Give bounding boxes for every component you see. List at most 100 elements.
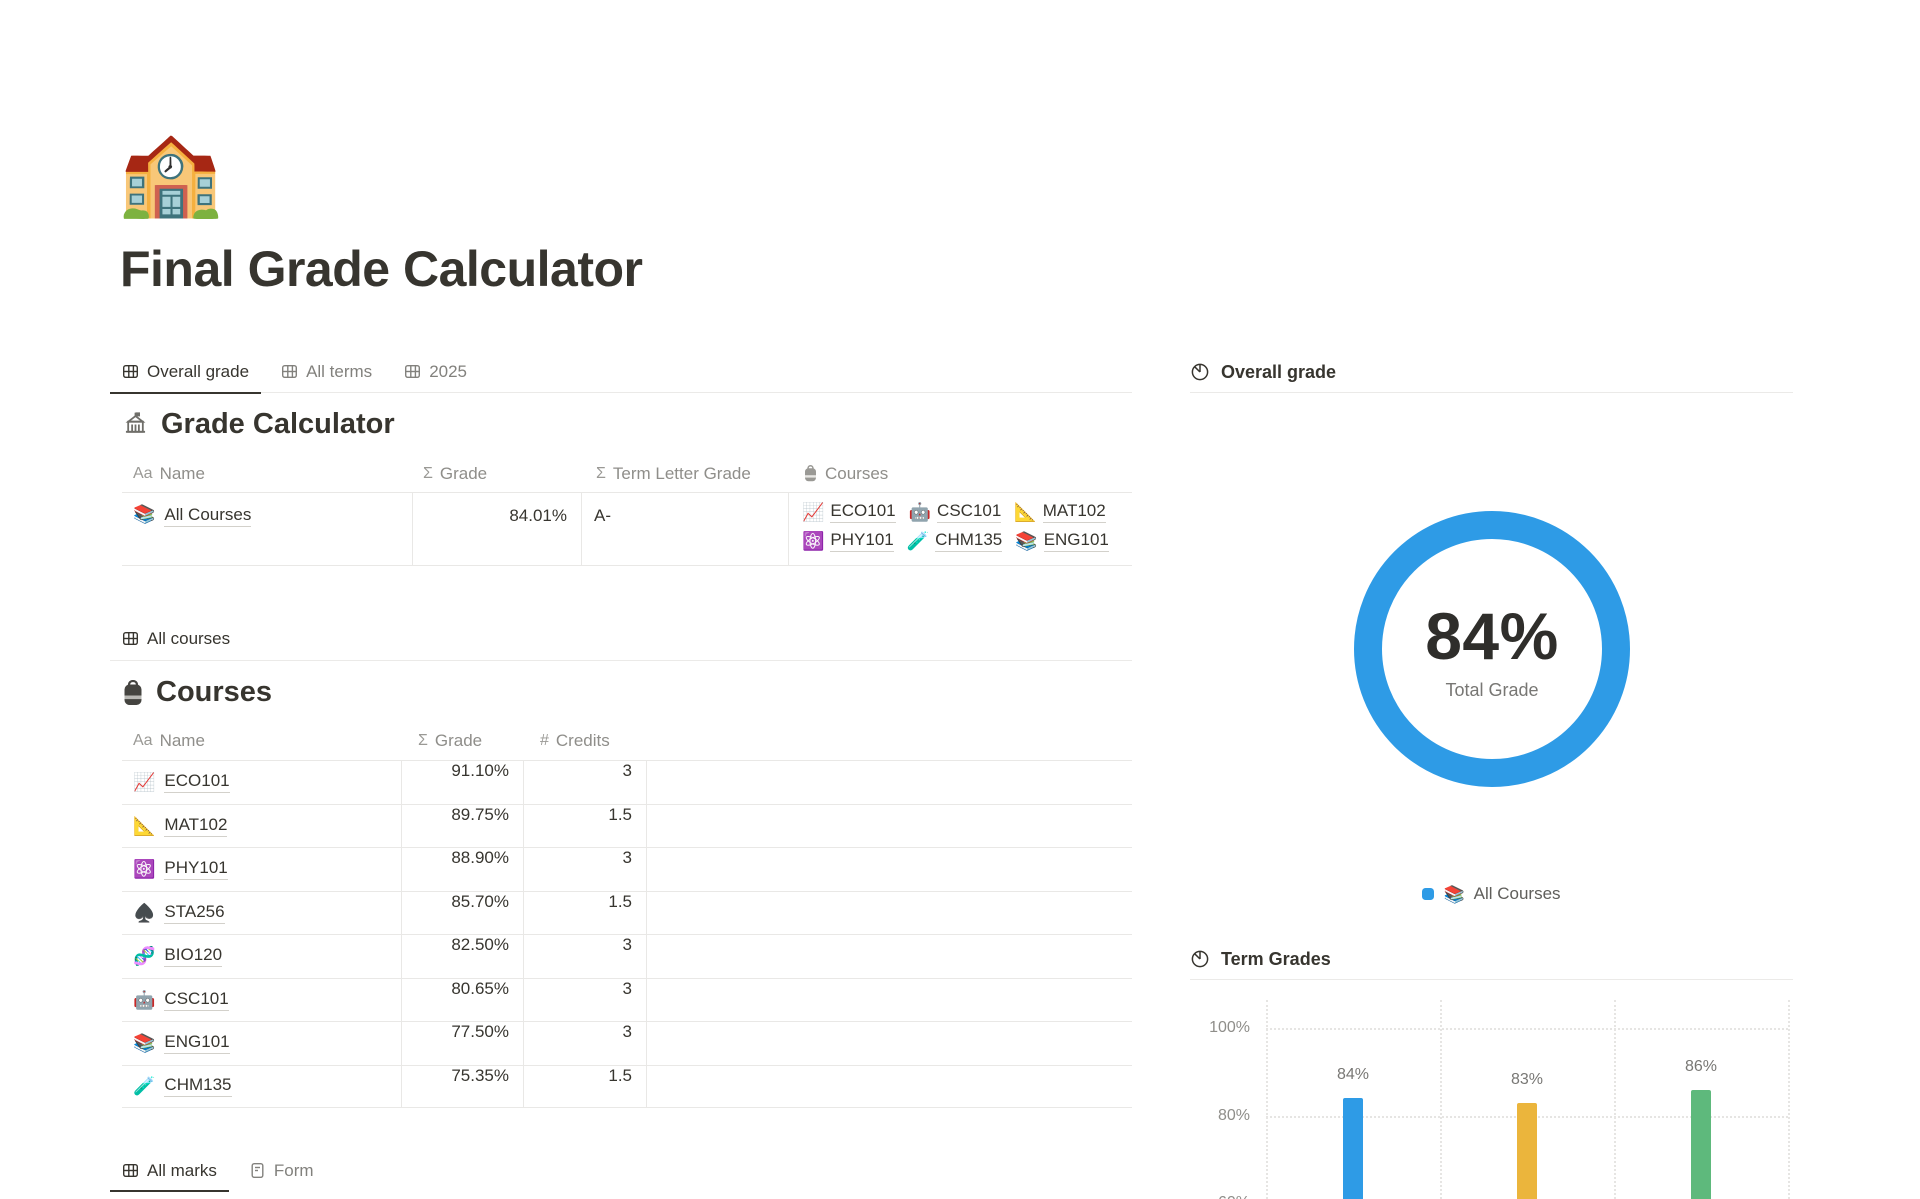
grade-cell[interactable]: 75.35% [402, 1065, 524, 1107]
table-icon [122, 363, 139, 380]
course-chip-mat102[interactable]: 📐 MAT102 [1014, 501, 1106, 523]
empty-cell [647, 1066, 1132, 1108]
grade-cell[interactable]: 77.50% [402, 1022, 524, 1065]
gridline-vertical [1614, 1000, 1616, 1199]
table-icon [122, 1162, 139, 1179]
course-chip-eng101[interactable]: 📚 ENG101 [1015, 530, 1109, 552]
credits-cell[interactable]: 1.5 [524, 891, 647, 934]
name-cell[interactable]: 🧬 BIO120 [122, 935, 402, 978]
grade-cell[interactable]: 89.75% [402, 804, 524, 847]
empty-cell [647, 892, 1132, 935]
term-letter-grade-cell[interactable]: A- [582, 493, 789, 565]
overall-grade-chart-header[interactable]: Overall grade [1190, 352, 1793, 393]
empty-cell [647, 761, 1132, 804]
courses-cell[interactable]: 📈 ECO101 🤖 CSC101 📐 MAT102 ⚛️ PHY101 🧪 CHM135… [789, 493, 1132, 565]
credits-cell[interactable]: 1.5 [524, 804, 647, 847]
chart-title: Overall grade [1221, 361, 1337, 382]
section-title: Grade Calculator [161, 408, 395, 440]
credits-cell[interactable]: 3 [524, 848, 647, 891]
tab-all-marks[interactable]: All marks [110, 1152, 229, 1192]
credits-cell[interactable]: 3 [524, 1022, 647, 1065]
grade-cell[interactable]: 80.65% [402, 978, 524, 1021]
column-header-grade[interactable]: Σ Grade [418, 731, 483, 750]
credits-cell[interactable]: 1.5 [524, 1065, 647, 1107]
name-cell[interactable]: 📚 ENG101 [122, 1022, 402, 1065]
table-icon [404, 363, 421, 380]
grade-cell[interactable]: 84.01% [413, 493, 582, 565]
formula-property-icon: Σ [423, 464, 433, 482]
books-emoji-icon: 📚 [133, 504, 156, 524]
number-property-icon: # [540, 732, 549, 749]
credits-cell[interactable]: 3 [524, 935, 647, 978]
table-row-sta256[interactable]: ♠️ STA256 85.70% 1.5 [122, 890, 1132, 935]
tab-label: All marks [147, 1160, 217, 1180]
credits-cell[interactable]: 3 [524, 978, 647, 1021]
bar-term3 [1691, 1089, 1711, 1199]
column-header-credits[interactable]: # Credits [540, 731, 610, 750]
formula-property-icon: Σ [596, 464, 606, 482]
tab-label: All courses [147, 628, 231, 648]
course-chip-csc101[interactable]: 🤖 CSC101 [908, 501, 1002, 523]
column-header-courses[interactable]: Courses [789, 464, 1132, 484]
name-cell[interactable]: ⚛️ PHY101 [122, 848, 402, 891]
column-header-term-letter-grade[interactable]: Σ Term Letter Grade [596, 463, 751, 483]
courses-view-tabs: All courses [110, 618, 1132, 661]
tab-all-courses[interactable]: All courses [110, 618, 242, 662]
name-cell[interactable]: 🧪 CHM135 [122, 1065, 402, 1107]
table-row-eng101[interactable]: 📚 ENG101 77.50% 3 [122, 1021, 1132, 1065]
view-tabs: Overall grade All terms 2025 [110, 352, 1132, 394]
name-cell[interactable]: 📚 All Courses [122, 493, 413, 565]
tab-overall-grade[interactable]: Overall grade [110, 352, 262, 394]
table-row-eco101[interactable]: 📈 ECO101 91.10% 3 [122, 760, 1132, 804]
donut-chart-legend[interactable]: 📚 All Courses [1190, 884, 1793, 904]
grade-calculator-heading: Grade Calculator [122, 408, 395, 441]
tab-label: Form [273, 1160, 314, 1180]
column-header-name[interactable]: Aa Name [133, 463, 205, 483]
plot-area [1266, 1000, 1788, 1199]
bar-term1 [1343, 1098, 1363, 1199]
table-row-mat102[interactable]: 📐 MAT102 89.75% 1.5 [122, 803, 1132, 847]
courses-chip-line: ⚛️ PHY101 🧪 CHM135 📚 ENG101 [802, 530, 1132, 552]
grade-cell[interactable]: 88.90% [402, 848, 524, 891]
all-courses-link[interactable]: All Courses [164, 505, 252, 527]
name-cell[interactable]: ♠️ STA256 [122, 891, 402, 934]
formula-property-icon: Σ [418, 732, 428, 749]
course-chip-chm135[interactable]: 🧪 CHM135 [906, 530, 1003, 552]
tab-label: Overall grade [147, 361, 250, 381]
grade-cell[interactable]: 91.10% [402, 761, 524, 804]
title-property-icon: Aa [133, 464, 153, 482]
column-header-grade[interactable]: Σ Grade [423, 463, 488, 483]
term-grades-chart-header[interactable]: Term Grades [1190, 939, 1793, 980]
school-building-icon [122, 411, 149, 438]
column-header-name[interactable]: Aa Name [133, 731, 205, 750]
table-row-chm135[interactable]: 🧪 CHM135 75.35% 1.5 [122, 1064, 1132, 1108]
table-row-bio120[interactable]: 🧬 BIO120 82.50% 3 [122, 934, 1132, 978]
page-icon[interactable]: 🏫 [118, 126, 223, 218]
table-row-phy101[interactable]: ⚛️ PHY101 88.90% 3 [122, 847, 1132, 891]
tab-2025[interactable]: 2025 [392, 352, 479, 394]
y-axis-tick: 100% [1209, 1019, 1250, 1036]
table-row-all-courses[interactable]: 📚 All Courses 84.01% A- 📈 ECO101 🤖 CSC101 … [122, 492, 1132, 566]
tab-all-terms[interactable]: All terms [269, 352, 384, 394]
name-cell[interactable]: 📐 MAT102 [122, 804, 402, 847]
credits-cell[interactable]: 3 [524, 761, 647, 804]
name-cell[interactable]: 🤖 CSC101 [122, 978, 402, 1021]
spade-suit-emoji-icon: ♠️ [133, 902, 156, 923]
grade-cell[interactable]: 85.70% [402, 891, 524, 934]
courses-heading: Courses [122, 676, 272, 709]
tab-form[interactable]: Form [237, 1152, 326, 1192]
triangular-ruler-emoji-icon: 📐 [133, 815, 156, 836]
course-chip-eco101[interactable]: 📈 ECO101 [802, 501, 896, 523]
legend-label: All Courses [1473, 884, 1561, 903]
grade-cell[interactable]: 82.50% [402, 935, 524, 978]
courses-table: Aa Name Σ Grade # Credits 📈 ECO101 91.10%… [122, 722, 1132, 1108]
chart-increasing-emoji-icon: 📈 [802, 502, 825, 522]
total-grade-label: Total Grade [1445, 679, 1539, 700]
backpack-icon [803, 465, 818, 482]
course-chip-phy101[interactable]: ⚛️ PHY101 [802, 530, 894, 552]
empty-cell [647, 979, 1132, 1022]
table-row-csc101[interactable]: 🤖 CSC101 80.65% 3 [122, 977, 1132, 1022]
name-cell[interactable]: 📈 ECO101 [122, 761, 402, 804]
bar-value-label: 84% [1336, 1066, 1370, 1084]
table-icon [281, 363, 298, 380]
